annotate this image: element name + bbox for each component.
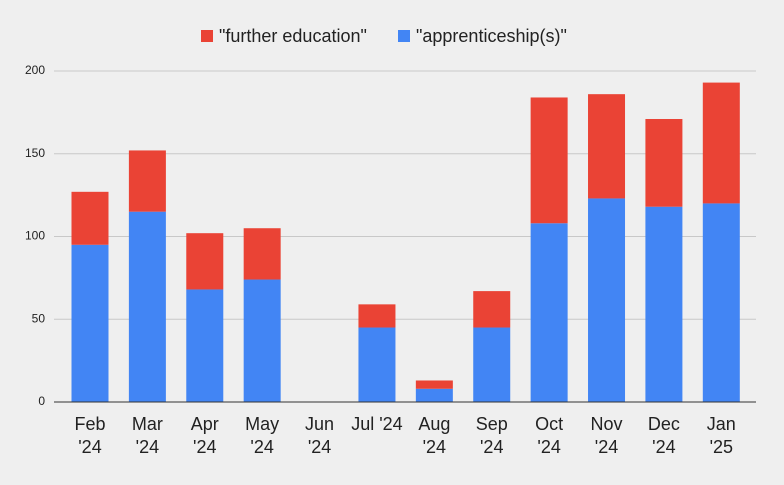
bar [186,289,224,402]
y-tick-label: 200 [25,63,45,77]
y-tick-label: 0 [38,394,45,408]
bar [358,304,396,328]
x-tick-label: Jan '25 [706,414,736,457]
bar [530,97,568,224]
bar [128,150,166,212]
bar [128,211,166,402]
legend-swatch [201,30,213,42]
x-tick-label: Dec '24 [647,414,680,457]
bar [243,228,281,280]
bar [71,191,109,245]
x-tick-label: Nov '24 [590,414,623,457]
bar [645,206,683,402]
bar [702,82,740,204]
legend-swatch [398,30,410,42]
bar [186,233,224,290]
bar [415,380,453,389]
y-tick-label: 100 [25,229,45,243]
bar [530,223,568,402]
legend-label: "apprenticeship(s)" [416,26,567,46]
x-tick-label: Aug '24 [418,414,451,457]
bar [71,244,109,402]
bar [415,388,453,402]
y-tick-label: 150 [25,146,45,160]
bar [588,94,626,199]
bar [645,118,683,207]
x-tick-label: May '24 [245,414,280,457]
bar [358,327,396,402]
x-tick-label: Oct '24 [535,414,564,457]
bar [243,279,281,402]
x-tick-label: Feb '24 [74,414,106,457]
y-tick-label: 50 [32,311,46,325]
legend-label: "further education" [219,26,367,46]
x-tick-label: Apr '24 [190,414,219,457]
bar [702,203,740,402]
bar [473,327,511,402]
bar [588,198,626,402]
x-tick-label: Mar '24 [131,414,163,457]
x-tick-label: Jun '24 [305,414,335,457]
bar [473,291,511,328]
x-tick-label: Sep '24 [475,414,508,457]
x-tick-label: Jul '24 [351,414,403,434]
